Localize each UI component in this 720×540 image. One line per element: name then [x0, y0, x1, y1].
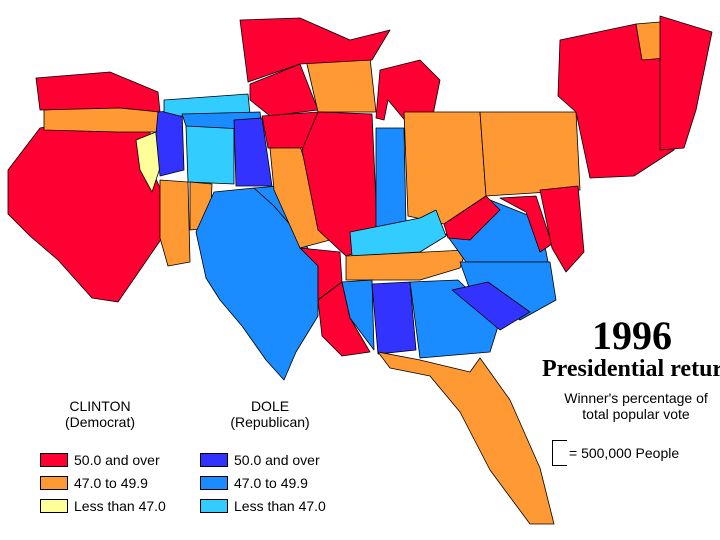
region-arizona — [159, 179, 191, 267]
legend-label: Less than 47.0 — [234, 497, 326, 514]
legend-item: 50.0 and over — [40, 448, 166, 471]
region-west-virginia — [443, 195, 501, 241]
region-new-jersey — [539, 185, 585, 273]
legend-dole-party: (Republican) — [230, 414, 310, 430]
region-dakotas-nebraska — [233, 117, 273, 187]
legend-clinton: CLINTON (Democrat) 50.0 and over 47.0 to… — [40, 398, 166, 517]
legend-swatch — [40, 452, 68, 467]
region-wyoming-utah — [185, 123, 235, 185]
legend-dole: DOLE (Republican) 50.0 and over 47.0 to … — [200, 398, 340, 517]
legend-label: 47.0 to 49.9 — [234, 474, 308, 491]
legend-swatch — [200, 498, 228, 513]
legend-swatch — [40, 498, 68, 513]
region-north-top — [35, 71, 161, 113]
legend-item: 50.0 and over — [200, 448, 340, 471]
legend-label: Less than 47.0 — [74, 497, 166, 514]
legend-item: Less than 47.0 — [200, 494, 340, 517]
region-mississippi — [341, 279, 375, 351]
legend-clinton-title: CLINTON — [69, 398, 131, 414]
region-florida — [377, 351, 555, 525]
region-michigan-up — [239, 17, 391, 83]
legend-swatch — [200, 475, 228, 490]
legend-item: Less than 47.0 — [40, 494, 166, 517]
region-pennsylvania — [479, 111, 581, 197]
region-alabama — [371, 281, 417, 355]
region-minnesota — [249, 63, 319, 117]
region-wisconsin — [305, 57, 377, 113]
region-south-carolina — [451, 281, 531, 331]
legend-label: 50.0 and over — [234, 451, 320, 468]
region-maryland — [499, 195, 553, 253]
legend-clinton-party: (Democrat) — [64, 414, 135, 430]
legend-swatch — [200, 452, 228, 467]
map-title-note: Winner's percentage of total popular vot… — [564, 390, 708, 422]
region-north-carolina — [459, 261, 557, 321]
legend-dole-title: DOLE — [250, 398, 290, 414]
scale-legend: = 500,000 People — [552, 440, 679, 466]
legend-item: 47.0 to 49.9 — [200, 471, 340, 494]
region-idaho — [155, 109, 185, 177]
scale-label: = 500,000 People — [569, 445, 680, 461]
legend-item: 47.0 to 49.9 — [40, 471, 166, 494]
region-nevada — [135, 131, 161, 193]
region-new-england-east — [659, 15, 713, 151]
scale-bracket — [552, 440, 567, 466]
region-indiana — [375, 127, 407, 231]
legend-label: 50.0 and over — [74, 451, 160, 468]
map-title-year: 1996 — [592, 313, 672, 358]
region-tennessee — [345, 249, 467, 281]
legend-label: 47.0 to 49.9 — [74, 474, 148, 491]
map-title-subtitle: Presidential returns — [542, 356, 720, 382]
legend-swatch — [40, 475, 68, 490]
